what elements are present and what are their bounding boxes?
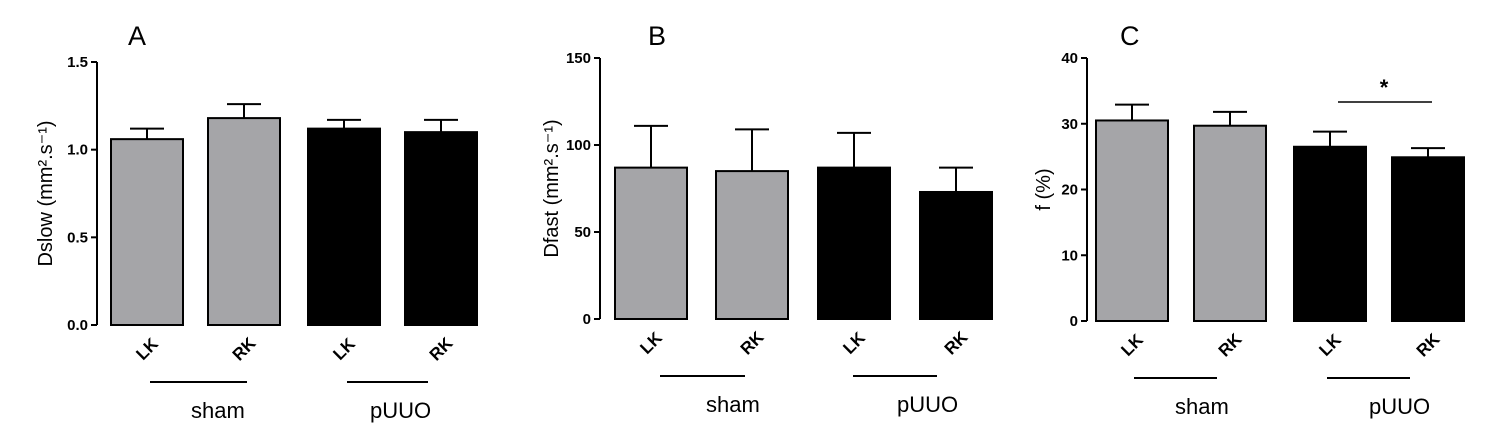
bar-puuo-lk [1293,145,1367,322]
bar-sham-rk [207,117,281,326]
x-tick-label: LK [636,328,666,358]
x-tick-label: RK [426,333,457,364]
y-tick-label: 20 [1061,182,1078,199]
x-tick-label: RK [737,327,768,358]
group-label-sham: sham [191,398,245,423]
panel-letter: C [1120,21,1140,51]
significance-star: * [1380,75,1389,100]
chart-panel-c: C 0 10 20 30 40 f (%) LK RK LK RK sham pUUO * [1033,21,1465,419]
x-tick-label: RK [1413,329,1444,360]
bar-puuo-rk [404,131,478,326]
bar-puuo-rk [1391,156,1465,322]
y-tick-label: 150 [566,50,591,67]
x-tick-label: LK [839,328,869,358]
bar-sham-rk [715,170,789,320]
y-tick-label: 1.5 [67,54,88,71]
x-tick-label: RK [1215,329,1246,360]
x-tick-label: RK [941,327,972,358]
bar-sham-lk [110,138,184,326]
y-tick-label: 0.0 [67,317,88,334]
group-label-puuo: pUUO [897,392,958,417]
y-axis-title: Dfast (mm².s⁻¹) [541,119,563,257]
y-tick-label: 0 [1070,313,1078,330]
group-label-sham: sham [1175,394,1229,419]
y-tick-label: 40 [1061,50,1078,67]
x-tick-label: LK [132,334,162,364]
panel-letter: B [648,21,666,51]
bar-sham-rk [1193,124,1267,322]
bar-puuo-lk [817,166,891,320]
y-tick-label: 0 [583,311,591,328]
group-label-sham: sham [706,392,760,417]
x-tick-label: LK [1117,330,1147,360]
y-tick-label: 0.5 [67,229,88,246]
x-tick-label: RK [229,333,260,364]
panel-letter: A [128,21,146,51]
chart-panel-b: B 0 50 100 150 Dfast (mm².s⁻¹) LK RK LK RK sham pUU… [541,21,993,417]
bar-puuo-rk [919,190,993,320]
bar-sham-lk [1095,119,1169,323]
bar-puuo-lk [307,127,381,326]
y-tick-label: 10 [1061,247,1078,264]
group-label-puuo: pUUO [1369,394,1430,419]
y-tick-label: 50 [574,224,591,241]
bar-sham-lk [614,166,688,320]
group-label-puuo: pUUO [370,398,431,423]
y-axis-title: f (%) [1033,168,1055,210]
chart-panel-a: A 0.0 0.5 1.0 1.5 Dslow (mm².s⁻¹) LK RK LK RK sham… [35,21,478,423]
x-tick-label: LK [1315,330,1345,360]
x-tick-label: LK [329,334,359,364]
y-axis-title: Dslow (mm².s⁻¹) [35,120,57,266]
y-tick-label: 100 [566,137,591,154]
y-tick-label: 30 [1061,116,1078,133]
y-tick-label: 1.0 [67,142,88,159]
